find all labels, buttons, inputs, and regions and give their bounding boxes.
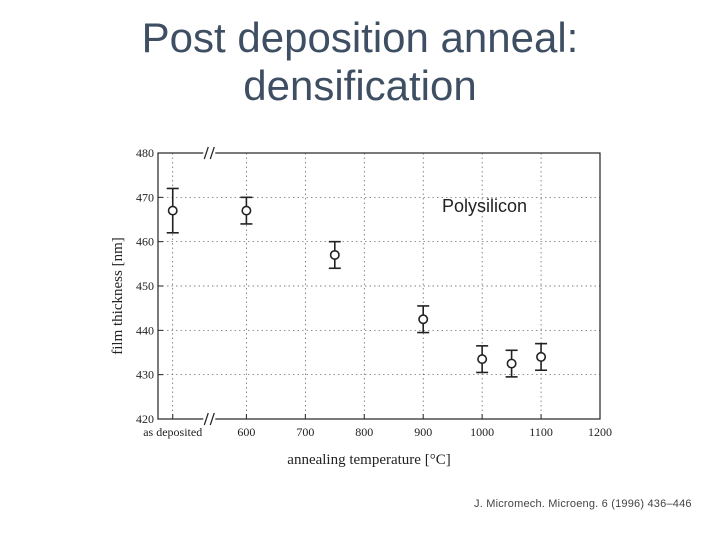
axis-break-mark <box>209 412 215 426</box>
axis-break-gap <box>203 148 216 158</box>
marker <box>241 205 252 216</box>
x-tick-label: 1000 <box>470 425 494 439</box>
grid <box>158 153 600 419</box>
x-axis-label: annealing temperature [°C] <box>287 452 450 468</box>
slide-title-line2: densification <box>243 62 477 109</box>
axis-break-mark <box>209 146 215 160</box>
marker <box>506 358 517 369</box>
y-tick-label: 420 <box>136 412 154 426</box>
x-tick-label: 600 <box>237 425 255 439</box>
y-tick-label: 450 <box>136 279 154 293</box>
x-tick-label: 1200 <box>588 425 612 439</box>
data-point <box>535 342 548 372</box>
y-axis-label: film thickness [nm] <box>110 237 126 354</box>
marker <box>329 249 340 260</box>
marker <box>536 351 547 362</box>
ticks: as deposited 600 700 800 900 1000 1100 1200 420 4… <box>136 146 612 439</box>
y-tick-label: 440 <box>136 323 154 337</box>
data-points <box>166 187 548 378</box>
y-tick-label: 460 <box>136 235 154 249</box>
y-tick-label: 480 <box>136 146 154 160</box>
chart-annotation: Polysilicon <box>442 196 527 216</box>
x-tick-label: 1100 <box>529 425 553 439</box>
data-point <box>417 305 430 334</box>
marker <box>167 205 178 216</box>
axis-break-gap <box>203 414 216 424</box>
citation: J. Micromech. Microeng. 6 (1996) 436–446 <box>474 498 692 510</box>
data-point <box>166 187 179 234</box>
slide-title-line1: Post deposition anneal: <box>141 14 579 61</box>
data-point <box>505 349 518 378</box>
x-tick-label: as deposited <box>143 425 202 439</box>
y-tick-label: 470 <box>136 190 154 204</box>
axis-breaks <box>203 146 216 426</box>
x-tick-label: 900 <box>414 425 432 439</box>
marker <box>477 354 488 365</box>
marker <box>418 314 429 325</box>
data-point <box>240 196 253 225</box>
x-tick-label: 800 <box>355 425 373 439</box>
slide-title: Post deposition anneal: densification <box>0 14 720 110</box>
axis-break-mark <box>203 412 209 426</box>
x-tick-label: 700 <box>296 425 314 439</box>
axis-break-mark <box>203 146 209 160</box>
y-tick-label: 430 <box>136 368 154 382</box>
data-point <box>328 240 341 270</box>
data-point <box>476 345 489 374</box>
